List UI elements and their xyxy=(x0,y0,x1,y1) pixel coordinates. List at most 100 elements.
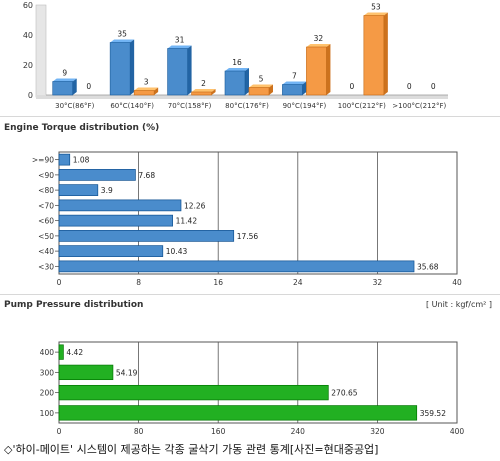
pump-x-tick-label: 320 xyxy=(370,427,385,436)
chart1-value-label: 2 xyxy=(201,79,206,88)
photo-caption: ◇'하이-메이트' 시스템이 제공하는 각종 굴삭기 가동 관련 통계[사진=현… xyxy=(4,443,379,456)
torque-chart-title: Engine Torque distribution (%) xyxy=(4,123,160,133)
torque-category-label: <80 xyxy=(38,186,54,195)
chart1-category-label: 90°C(194°F) xyxy=(283,102,327,110)
torque-category-label: <30 xyxy=(38,262,54,271)
chart1-bar-side xyxy=(187,45,192,95)
torque-bar xyxy=(58,260,415,273)
chart1-bar-top xyxy=(363,12,388,16)
chart1-bar-top xyxy=(167,45,192,49)
chart1-bar-side xyxy=(130,39,135,95)
chart1-value-label: 31 xyxy=(175,36,185,45)
pump-bar xyxy=(58,364,114,381)
pump-x-tick-label: 400 xyxy=(450,427,465,436)
chart1-value-label: 35 xyxy=(117,30,127,39)
temperature-chart: 02040609030°C(86°F)35360°C(140°F)31270°C… xyxy=(23,1,448,110)
chart1-bar-top xyxy=(134,87,159,91)
torque-bar xyxy=(58,184,99,196)
chart1-value-label: 0 xyxy=(407,82,412,91)
divider-1 xyxy=(0,116,500,117)
pump-category-label: 200 xyxy=(40,389,55,398)
divider-2 xyxy=(0,294,500,295)
torque-bar xyxy=(58,199,182,212)
chart1-bar-side xyxy=(326,44,331,95)
pump-value-label: 54.19 xyxy=(116,368,138,377)
torque-category-label: <40 xyxy=(38,247,54,256)
torque-bar xyxy=(58,230,235,242)
chart1-bar-side xyxy=(269,84,273,95)
torque-x-tick-label: 0 xyxy=(57,278,62,287)
torque-x-tick-label: 32 xyxy=(373,278,383,287)
torque-bar xyxy=(58,169,136,181)
torque-value-label: 7.68 xyxy=(138,171,155,180)
pump-bar xyxy=(58,384,329,401)
torque-category-label: >=90 xyxy=(32,156,54,165)
chart1-bar-top xyxy=(282,81,307,85)
torque-x-tick-label: 8 xyxy=(136,278,141,287)
chart1-back-wall xyxy=(35,4,47,98)
torque-category-label: <50 xyxy=(38,232,54,241)
chart1-bar xyxy=(248,87,270,96)
torque-bar xyxy=(58,214,173,227)
torque-chart: 0 8 16 24 32 40 >=90 1.08 <90 7.68 <80 3.9 <70 12.26 <… xyxy=(32,151,462,287)
chart1-y-tick-label: 40 xyxy=(23,31,33,40)
chart1-bar-side xyxy=(154,87,159,95)
torque-value-label: 35.68 xyxy=(417,262,439,271)
pump-category-label: 400 xyxy=(40,348,55,357)
chart1-bar xyxy=(191,91,212,96)
chart1-bar-top xyxy=(110,39,135,43)
torque-value-label: 1.08 xyxy=(73,156,90,165)
torque-value-label: 12.26 xyxy=(184,201,206,210)
chart1-bar-side xyxy=(383,12,388,95)
chart1-bar xyxy=(133,90,155,96)
pump-value-label: 4.42 xyxy=(66,348,83,357)
chart1-category-label: 30°C(86°F) xyxy=(55,102,94,110)
chart1-bar-top xyxy=(249,84,273,88)
pump-chart-title: Pump Pressure distribution xyxy=(4,300,144,310)
torque-value-label: 11.42 xyxy=(176,217,198,226)
pump-x-tick-label: 240 xyxy=(291,427,306,436)
chart1-bar-side xyxy=(72,78,77,95)
torque-value-label: 10.43 xyxy=(166,247,188,256)
torque-value-label: 17.56 xyxy=(237,232,259,241)
chart1-floor xyxy=(36,95,448,99)
pump-value-label: 359.52 xyxy=(420,409,446,418)
pump-unit-note: [ Unit : kgf/cm² ] xyxy=(425,300,492,309)
chart1-category-label: 100°C(212°F) xyxy=(338,102,386,110)
chart1-bar-top xyxy=(225,68,249,71)
chart1-category-label: 70°C(158°F) xyxy=(168,102,212,110)
pump-x-tick-label: 160 xyxy=(211,427,226,436)
chart1-category-label: 60°C(140°F) xyxy=(110,102,154,110)
torque-x-tick-label: 24 xyxy=(293,278,303,287)
chart1-value-label: 7 xyxy=(292,72,297,81)
pump-x-tick-label: 80 xyxy=(134,427,144,436)
chart1-category-label: >100°C(212°F) xyxy=(392,102,446,110)
chart1-y-tick-label: 0 xyxy=(28,91,33,100)
torque-x-tick-label: 40 xyxy=(452,278,462,287)
chart1-bar-top xyxy=(191,89,216,92)
chart1-value-label: 0 xyxy=(86,82,91,91)
chart1-bar-side xyxy=(302,81,307,95)
chart1-bar-side xyxy=(211,89,216,95)
torque-category-label: <60 xyxy=(38,217,54,226)
chart1-bar-top xyxy=(306,44,331,47)
pump-x-tick-label: 0 xyxy=(57,427,62,436)
chart1-y-tick-label: 60 xyxy=(23,1,33,10)
chart1-value-label: 53 xyxy=(371,3,381,12)
chart1-value-label: 9 xyxy=(62,69,67,78)
chart1-value-label: 16 xyxy=(232,58,242,67)
chart1-bar xyxy=(52,81,74,96)
torque-value-label: 3.9 xyxy=(101,186,113,195)
chart1-bar-top xyxy=(52,78,77,82)
chart1-category-label: 80°C(176°F) xyxy=(225,102,269,110)
pump-value-label: 270.65 xyxy=(331,389,357,398)
chart1-value-label: 0 xyxy=(431,82,436,91)
chart1-bar xyxy=(167,48,188,96)
chart1-value-label: 3 xyxy=(144,78,149,87)
chart1-bar xyxy=(306,46,327,96)
chart1-value-label: 0 xyxy=(349,82,354,91)
chart1-bar xyxy=(109,42,131,96)
chart1-value-label: 5 xyxy=(259,75,264,84)
torque-bar xyxy=(58,153,71,166)
pump-bar xyxy=(58,344,64,360)
